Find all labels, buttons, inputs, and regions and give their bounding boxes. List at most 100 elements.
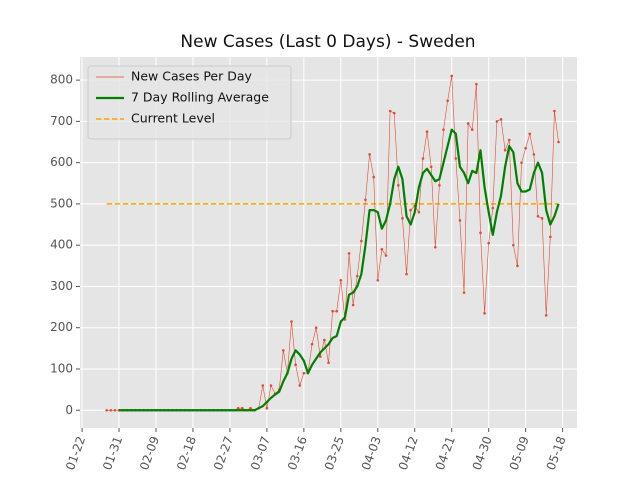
x-tick-label: 02-09 — [137, 434, 162, 472]
x-tick-label: 04-03 — [359, 434, 384, 472]
data-point — [388, 109, 392, 113]
y-tick-label: 400 — [50, 238, 73, 252]
x-tick-label: 01-31 — [100, 434, 125, 472]
data-point — [405, 272, 408, 276]
x-tick-label: 04-12 — [396, 434, 421, 472]
legend-label: 7 Day Rolling Average — [131, 90, 269, 105]
data-point — [240, 406, 244, 410]
data-point — [433, 245, 437, 249]
data-point — [454, 157, 458, 160]
data-point — [540, 217, 544, 220]
data-point — [495, 120, 499, 123]
data-point — [368, 153, 371, 156]
data-point — [479, 231, 482, 235]
data-point — [470, 128, 474, 131]
data-point — [499, 118, 503, 121]
data-point — [113, 408, 117, 412]
y-tick-label: 100 — [50, 361, 73, 375]
data-point — [462, 291, 466, 294]
data-point — [372, 175, 375, 179]
data-point — [310, 342, 314, 346]
data-point — [269, 384, 273, 387]
data-point — [327, 361, 330, 365]
data-point — [503, 148, 507, 152]
y-tick-label: 800 — [50, 73, 73, 87]
data-point — [294, 363, 297, 367]
data-point — [512, 243, 515, 247]
data-point — [421, 157, 425, 160]
data-point — [261, 384, 265, 387]
data-point — [429, 165, 433, 169]
data-point — [425, 130, 429, 133]
x-tick-label: 05-18 — [544, 434, 569, 472]
data-point — [290, 320, 293, 323]
chart-title: New Cases (Last 0 Days) - Sweden — [180, 32, 475, 52]
data-point — [364, 198, 367, 202]
data-point — [516, 264, 519, 268]
x-tick-label: 02-18 — [174, 434, 199, 472]
data-point — [450, 74, 454, 78]
data-point — [438, 184, 441, 187]
x-tick-label: 03-16 — [285, 434, 310, 472]
data-point — [532, 153, 536, 156]
data-point — [544, 314, 548, 317]
data-point — [355, 274, 359, 278]
data-point — [376, 278, 380, 282]
x-tick-label: 03-07 — [248, 434, 273, 472]
x-tick-label: 04-30 — [470, 434, 495, 472]
series-line — [119, 128, 560, 412]
legend-label: New Cases Per Day — [131, 69, 252, 84]
legend-box — [87, 65, 292, 140]
data-point — [339, 278, 343, 282]
data-point — [442, 128, 445, 131]
data-point — [347, 252, 351, 255]
data-point — [384, 254, 388, 257]
data-point — [549, 235, 552, 239]
data-point — [557, 140, 560, 144]
data-point — [282, 349, 285, 352]
data-point — [483, 311, 486, 315]
data-point — [536, 214, 540, 218]
data-point — [507, 138, 511, 142]
y-tick-label: 500 — [50, 196, 73, 210]
data-point — [409, 208, 412, 212]
data-point — [446, 99, 449, 103]
y-tick-label: 200 — [50, 320, 73, 334]
data-point — [109, 408, 113, 412]
data-point — [401, 217, 404, 220]
data-point — [323, 338, 326, 342]
data-point — [302, 371, 306, 375]
data-point — [249, 406, 252, 410]
data-point — [335, 309, 339, 313]
data-point — [298, 384, 302, 387]
data-point — [318, 355, 322, 358]
x-tick-label: 02-27 — [211, 434, 236, 472]
x-tick-label: 04-21 — [433, 434, 458, 472]
data-point — [105, 408, 108, 412]
data-point — [360, 239, 363, 243]
data-point — [265, 406, 269, 410]
data-point — [392, 111, 396, 115]
data-point — [491, 206, 495, 210]
x-tick-label: 05-09 — [507, 434, 532, 472]
data-point — [528, 132, 532, 136]
data-point — [466, 122, 470, 125]
y-tick-label: 0 — [65, 403, 73, 417]
data-point — [417, 210, 421, 214]
data-point — [524, 146, 527, 150]
x-tick-label: 03-25 — [322, 434, 347, 472]
data-point — [314, 326, 318, 330]
data-point — [380, 248, 384, 251]
data-point — [520, 161, 523, 164]
data-point — [331, 309, 334, 313]
x-tick-label: 01-22 — [63, 434, 88, 472]
data-point — [458, 219, 462, 222]
data-point — [351, 303, 355, 307]
legend-label: Current Level — [131, 111, 215, 126]
y-tick-label: 700 — [50, 114, 73, 128]
data-point — [487, 241, 490, 245]
y-tick-label: 300 — [50, 279, 73, 293]
data-point — [553, 109, 556, 113]
y-tick-label: 600 — [50, 155, 73, 169]
